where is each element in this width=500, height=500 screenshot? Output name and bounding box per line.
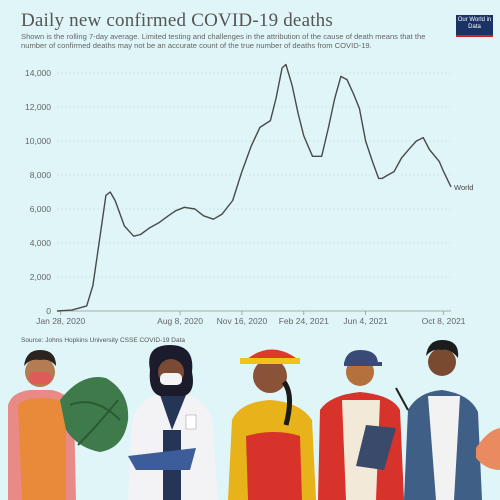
- farmer-figure: [8, 350, 129, 500]
- x-tick-label: Jan 28, 2020: [36, 316, 85, 326]
- y-tick-label: 6,000: [30, 204, 52, 214]
- x-tick-label: Aug 8, 2020: [157, 316, 203, 326]
- source-note: Source: Johns Hopkins University CSSE CO…: [21, 337, 186, 344]
- y-tick-label: 0: [46, 306, 51, 316]
- y-tick-label: 4,000: [30, 238, 52, 248]
- series-line-world[interactable]: [56, 63, 452, 312]
- chart-title: Daily new confirmed COVID-19 deaths: [21, 10, 333, 31]
- y-tick-label: 10,000: [25, 136, 51, 146]
- x-tick-label: Feb 24, 2021: [279, 316, 329, 326]
- y-tick-label: 8,000: [30, 170, 52, 180]
- y-tick-label: 12,000: [25, 102, 51, 112]
- owid-logo[interactable]: Our World in Data: [456, 15, 493, 37]
- y-tick-label: 2,000: [30, 272, 52, 282]
- x-tick-label: Nov 16, 2020: [217, 316, 268, 326]
- vendor-figure: [228, 349, 316, 500]
- worker-figure: [318, 350, 404, 500]
- teacher-figure: [395, 340, 500, 500]
- series-label-world: World: [454, 183, 473, 192]
- doctor-figure: [128, 345, 218, 500]
- chart-subtitle: Shown is the rolling 7-day average. Limi…: [21, 32, 426, 50]
- x-tick-label: Jun 4, 2021: [343, 316, 388, 326]
- x-tick-label: Oct 8, 2021: [422, 316, 466, 326]
- y-tick-label: 14,000: [25, 68, 51, 78]
